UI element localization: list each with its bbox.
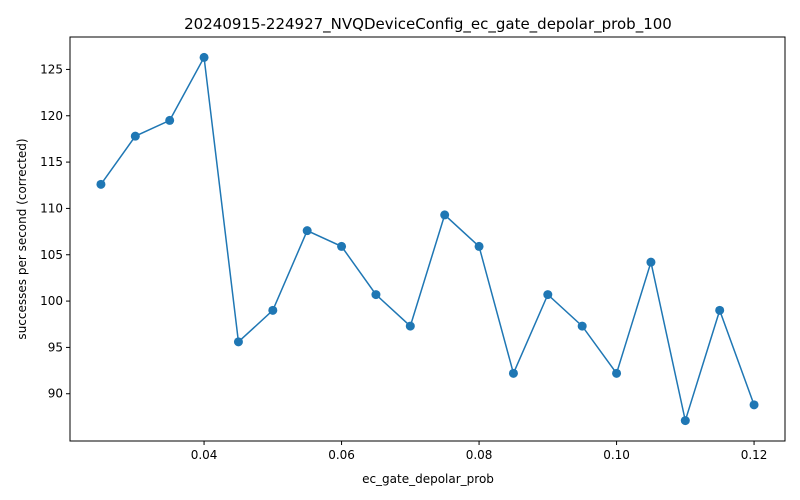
y-tick-label: 95 xyxy=(48,340,63,354)
y-tick-label: 100 xyxy=(40,294,63,308)
y-tick-label: 110 xyxy=(40,201,63,215)
data-point xyxy=(646,257,656,267)
data-point xyxy=(508,368,518,378)
y-axis: 90 95 100 105 110 115 120 125 xyxy=(40,62,70,401)
series-line xyxy=(100,54,755,424)
data-point xyxy=(199,52,209,62)
x-axis: 0.04 0.06 0.08 0.10 0.12 xyxy=(191,441,768,462)
y-tick-label: 125 xyxy=(40,62,63,76)
data-point xyxy=(577,321,587,331)
chart-title: 20240915-224927_NVQDeviceConfig_ec_gate_… xyxy=(184,15,672,34)
data-point xyxy=(440,210,450,220)
data-point xyxy=(302,226,312,236)
data-point xyxy=(268,305,278,315)
data-point xyxy=(233,337,243,347)
data-point xyxy=(612,368,622,378)
y-tick-label: 120 xyxy=(40,109,63,123)
data-point xyxy=(474,241,484,251)
y-tick-label: 115 xyxy=(40,155,63,169)
axes-frame xyxy=(69,36,786,442)
x-tick-label: 0.08 xyxy=(466,448,493,462)
data-point xyxy=(680,416,690,426)
data-point xyxy=(96,179,106,189)
data-point xyxy=(371,290,381,300)
x-tick-label: 0.04 xyxy=(191,448,218,462)
y-axis-label: successes per second (corrected) xyxy=(15,138,29,339)
y-tick-label: 105 xyxy=(40,248,63,262)
y-tick-label: 90 xyxy=(48,387,63,401)
plot-area xyxy=(96,52,759,426)
x-tick-label: 0.12 xyxy=(741,448,768,462)
x-tick-label: 0.06 xyxy=(328,448,355,462)
data-point xyxy=(405,321,415,331)
data-point xyxy=(543,290,553,300)
data-point xyxy=(165,115,175,125)
x-axis-label: ec_gate_depolar_prob xyxy=(362,472,494,486)
data-point xyxy=(715,305,725,315)
data-point xyxy=(337,241,347,251)
data-point xyxy=(749,400,759,410)
data-point xyxy=(130,131,140,141)
x-tick-label: 0.10 xyxy=(603,448,630,462)
